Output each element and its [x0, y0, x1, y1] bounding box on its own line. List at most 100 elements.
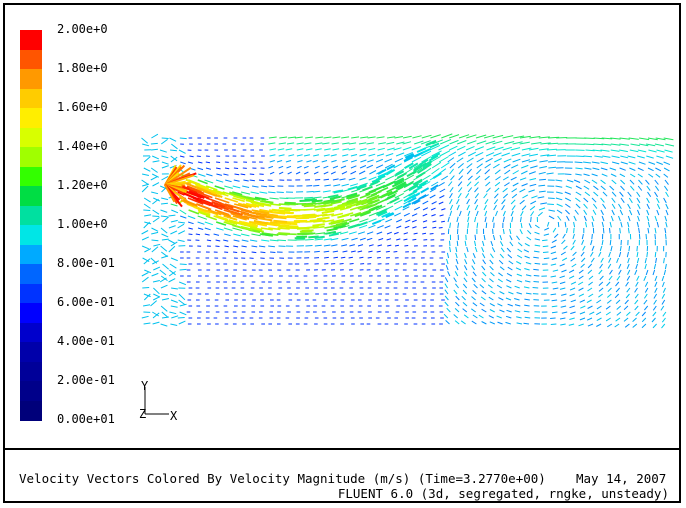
velocity-vector	[665, 143, 675, 147]
velocity-vector	[569, 305, 575, 309]
velocity-vector	[214, 209, 230, 216]
velocity-vector	[152, 296, 161, 301]
velocity-vector	[285, 160, 292, 163]
velocity-vector	[538, 148, 549, 151]
velocity-vector	[480, 296, 486, 301]
velocity-vector	[224, 185, 233, 189]
velocity-vector	[393, 251, 398, 253]
velocity-vector	[422, 163, 432, 171]
velocity-vector	[272, 215, 287, 220]
velocity-vector	[348, 177, 356, 181]
velocity-vector	[204, 179, 214, 184]
velocity-vector	[249, 173, 255, 175]
velocity-vector	[524, 304, 530, 307]
velocity-vector	[403, 232, 409, 235]
velocity-vector	[629, 179, 635, 185]
velocity-vector	[585, 221, 588, 228]
velocity-vector	[206, 239, 212, 242]
velocity-vector	[170, 230, 178, 235]
velocity-vector	[550, 293, 557, 296]
velocity-vector	[583, 161, 591, 164]
velocity-vector	[654, 287, 658, 293]
velocity-vector	[243, 179, 249, 182]
velocity-vector	[211, 201, 227, 208]
velocity-vector	[494, 181, 501, 187]
velocity-vector	[386, 141, 395, 145]
velocity-vector	[474, 187, 479, 193]
velocity-vector	[485, 140, 496, 145]
velocity-vector	[309, 218, 323, 222]
velocity-vector	[599, 245, 603, 252]
velocity-vector	[170, 143, 178, 150]
velocity-vector	[594, 155, 603, 158]
velocity-vector	[260, 227, 273, 231]
velocity-vector	[474, 246, 478, 253]
velocity-vector	[375, 205, 386, 211]
velocity-vector	[509, 235, 513, 241]
velocity-vector	[573, 227, 575, 234]
velocity-vector	[537, 196, 545, 199]
velocity-vector	[233, 167, 239, 169]
velocity-vector	[475, 134, 487, 139]
velocity-vector	[519, 135, 531, 139]
velocity-vector	[579, 299, 586, 303]
velocity-vector	[322, 142, 330, 145]
velocity-vector	[393, 147, 402, 151]
velocity-vector	[656, 149, 665, 153]
velocity-vector	[485, 222, 488, 229]
velocity-vector	[639, 137, 650, 141]
velocity-vector	[548, 136, 560, 139]
velocity-vector	[279, 211, 293, 215]
velocity-vector	[279, 136, 288, 139]
velocity-vector	[413, 206, 421, 211]
velocity-vector	[438, 201, 444, 205]
velocity-vector	[521, 153, 531, 157]
velocity-vector	[444, 283, 449, 289]
velocity-vector	[455, 265, 459, 271]
velocity-vector	[305, 245, 313, 247]
velocity-vector	[376, 257, 381, 259]
velocity-vector	[609, 221, 612, 228]
velocity-vector	[152, 198, 159, 205]
velocity-vector	[652, 269, 656, 276]
velocity-vector	[505, 321, 511, 325]
velocity-vector	[297, 160, 303, 163]
velocity-vector	[601, 221, 604, 228]
velocity-vector	[555, 197, 563, 201]
velocity-vector	[214, 185, 225, 190]
velocity-vector	[296, 165, 302, 169]
velocity-vector	[502, 216, 505, 223]
velocity-vector	[159, 277, 167, 283]
velocity-vector	[439, 214, 444, 217]
velocity-vector	[564, 197, 572, 202]
velocity-vector	[546, 172, 554, 175]
velocity-vector	[330, 219, 343, 224]
velocity-vector	[561, 269, 567, 273]
velocity-vector	[180, 215, 187, 219]
velocity-vector	[551, 239, 557, 244]
velocity-vector	[596, 299, 602, 304]
velocity-vector	[611, 203, 616, 210]
velocity-vector	[618, 251, 622, 258]
velocity-vector	[485, 181, 491, 187]
velocity-vector	[529, 205, 536, 211]
velocity-vector	[653, 299, 657, 305]
velocity-vector	[303, 154, 311, 157]
velocity-vector	[328, 194, 339, 199]
legend-swatch	[20, 49, 42, 70]
velocity-vector	[474, 216, 477, 223]
velocity-vector	[259, 191, 268, 194]
velocity-vector	[429, 144, 441, 151]
velocity-vector	[315, 136, 324, 139]
velocity-vector	[405, 153, 415, 160]
velocity-vector	[664, 179, 669, 185]
velocity-vector	[413, 232, 418, 235]
velocity-vector	[462, 308, 468, 313]
velocity-vector	[321, 160, 328, 163]
velocity-vector	[519, 188, 526, 193]
velocity-vector	[170, 323, 178, 326]
velocity-vector	[143, 203, 151, 209]
velocity-vector	[339, 206, 352, 211]
velocity-vector	[418, 194, 427, 200]
velocity-vector	[261, 233, 274, 237]
